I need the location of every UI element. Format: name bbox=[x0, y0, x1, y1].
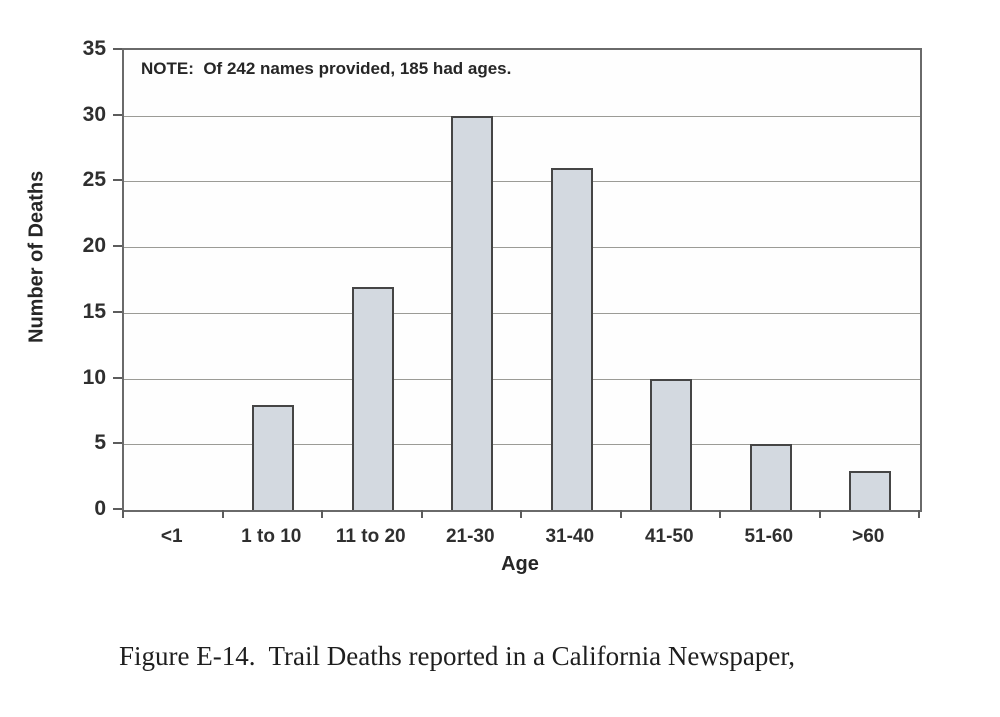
x-tick-mark-6 bbox=[719, 510, 721, 518]
x-tick-label-31-40: 31-40 bbox=[545, 526, 595, 547]
bar-41-50 bbox=[650, 378, 693, 510]
y-tick-mark-30 bbox=[113, 113, 122, 116]
x-tick-mark-4 bbox=[520, 510, 522, 518]
x-tick-mark-3 bbox=[420, 510, 423, 518]
y-tick-label-20: 20 bbox=[82, 234, 106, 258]
plot-area: NOTE: Of 242 names provided, 185 had age… bbox=[122, 48, 922, 512]
x-tick-label-11-to-20: 11 to 20 bbox=[335, 526, 406, 547]
gridline-y-25 bbox=[124, 181, 920, 183]
y-tick-label-0: 0 bbox=[94, 497, 106, 520]
figure-caption-line1: Figure E-14. Trail Deaths reported in a … bbox=[119, 641, 796, 671]
x-tick-mark-7 bbox=[818, 510, 821, 518]
y-tick-mark-5 bbox=[113, 442, 122, 445]
gridline-y-30 bbox=[124, 115, 920, 117]
gridline-y-10 bbox=[124, 378, 920, 380]
y-tick-mark-35 bbox=[113, 48, 122, 50]
y-tick-label-5: 5 bbox=[94, 431, 106, 455]
y-tick-label-25: 25 bbox=[82, 168, 106, 192]
x-tick-label-<1: <1 bbox=[160, 526, 183, 547]
y-tick-mark-25 bbox=[113, 179, 122, 182]
y-tick-mark-15 bbox=[113, 310, 122, 313]
y-tick-label-35: 35 bbox=[82, 37, 106, 60]
x-tick-mark-5 bbox=[619, 510, 622, 518]
x-tick-mark-8 bbox=[918, 510, 920, 518]
gridline-y-20 bbox=[124, 247, 920, 249]
x-tick-label-41-50: 41-50 bbox=[644, 526, 694, 547]
bar-21-30 bbox=[451, 115, 494, 510]
x-tick-label-51-60: 51-60 bbox=[744, 526, 794, 547]
y-tick-label-15: 15 bbox=[82, 299, 106, 323]
bar-51-60 bbox=[749, 444, 792, 510]
y-tick-mark-0 bbox=[113, 508, 122, 510]
gridline-y-15 bbox=[124, 312, 920, 314]
bar-31-40 bbox=[550, 168, 593, 510]
chart-note: NOTE: Of 242 names provided, 185 had age… bbox=[141, 59, 512, 78]
bar->60 bbox=[849, 470, 892, 510]
y-tick-mark-20 bbox=[113, 245, 122, 248]
x-tick-mark-0 bbox=[122, 510, 124, 518]
x-tick-mark-2 bbox=[321, 510, 323, 518]
x-tick-label-1-to-10: 1 to 10 bbox=[241, 526, 302, 547]
y-tick-mark-10 bbox=[113, 376, 122, 379]
x-tick-label-21-30: 21-30 bbox=[445, 526, 495, 547]
x-tick-mark-1 bbox=[221, 510, 224, 518]
y-axis-title: Number of Deaths bbox=[25, 170, 48, 343]
bar-1-to-10 bbox=[252, 404, 295, 510]
y-tick-label-30: 30 bbox=[82, 102, 106, 126]
figure-caption: Figure E-14. Trail Deaths reported in a … bbox=[92, 592, 932, 717]
x-tick-label->60: >60 bbox=[852, 526, 885, 547]
bar-11-to-20 bbox=[351, 286, 394, 510]
x-axis-title: Age bbox=[501, 553, 539, 575]
y-tick-label-10: 10 bbox=[82, 365, 106, 389]
gridline-y-5 bbox=[124, 444, 920, 446]
